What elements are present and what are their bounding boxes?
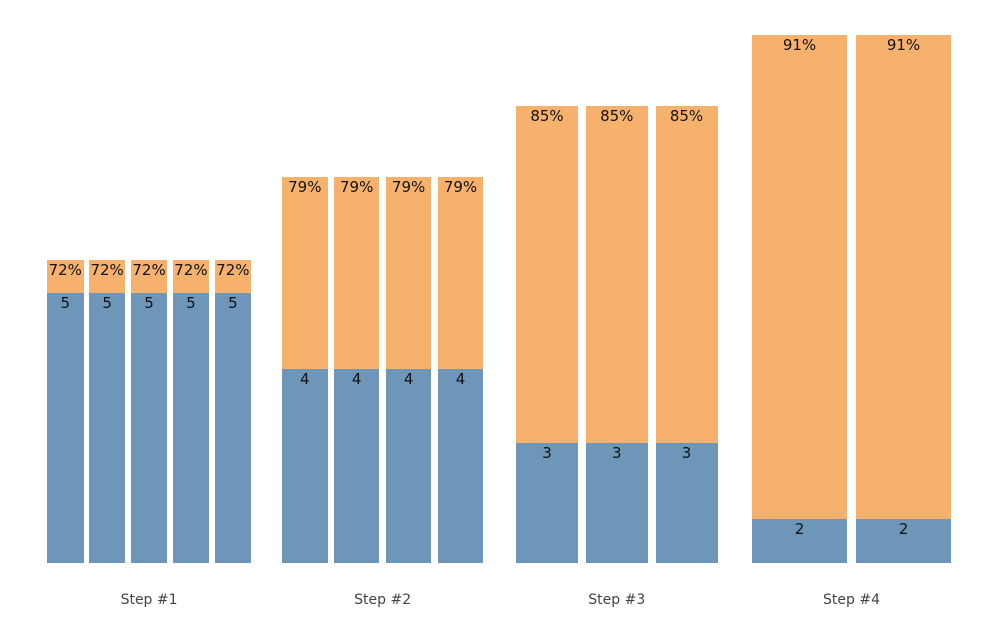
category-label: Step #4 xyxy=(823,592,880,608)
bar-top-segment xyxy=(88,260,126,293)
bar-bottom-segment xyxy=(385,369,432,563)
bar-value-label: 4 xyxy=(351,370,362,388)
category-label: Step #3 xyxy=(588,592,646,608)
bar-bottom-segment xyxy=(88,293,126,563)
bar-top-segment xyxy=(130,260,168,293)
bar-value-label: 2 xyxy=(794,520,805,538)
bar-top-segment xyxy=(385,177,432,369)
bar-percent-label: 79% xyxy=(340,178,374,196)
category-label: Step #2 xyxy=(354,592,412,608)
bar-percent-label: 79% xyxy=(288,178,322,196)
bar-top-segment xyxy=(516,106,578,443)
bar-value-label: 3 xyxy=(681,444,692,462)
bar-value-label: 4 xyxy=(300,370,310,388)
bar-percent-label: 91% xyxy=(886,36,921,54)
bar-value-label: 5 xyxy=(144,294,154,312)
bar-bottom-segment xyxy=(856,519,951,563)
bar-percent-label: 72% xyxy=(48,261,82,279)
bar-percent-label: 85% xyxy=(600,107,634,125)
bar-value-label: 5 xyxy=(102,294,112,312)
bar-bottom-segment xyxy=(172,293,210,563)
bar-percent-label: 79% xyxy=(443,178,478,196)
bar-bottom-segment xyxy=(752,519,847,563)
bar-bottom-segment xyxy=(282,369,328,563)
bar-top-segment xyxy=(282,177,328,369)
bar-top-segment xyxy=(47,260,84,293)
bar-percent-label: 72% xyxy=(132,261,166,279)
bar-percent-label: 91% xyxy=(782,36,817,54)
category-label: Step #1 xyxy=(120,592,178,608)
bar-value-label: 5 xyxy=(186,294,196,312)
bar-value-label: 4 xyxy=(403,370,414,388)
bar-top-segment xyxy=(585,106,648,443)
bar-bottom-segment xyxy=(214,293,252,563)
bar-bottom-segment xyxy=(47,293,84,563)
bar-top-segment xyxy=(437,177,484,369)
bar-top-segment xyxy=(172,260,210,293)
bar-percent-label: 72% xyxy=(90,261,124,279)
bar-percent-label: 72% xyxy=(174,261,208,279)
bar-percent-label: 72% xyxy=(216,261,250,279)
bar-bottom-segment xyxy=(333,369,380,563)
bar-value-label: 5 xyxy=(228,294,238,312)
bar-percent-label: 85% xyxy=(530,107,564,125)
bar-top-segment xyxy=(752,35,847,519)
bar-bottom-segment xyxy=(585,443,648,563)
bar-value-label: 4 xyxy=(455,370,466,388)
bar-value-label: 2 xyxy=(898,520,909,538)
bar-bottom-segment xyxy=(655,443,718,563)
bar-value-label: 5 xyxy=(60,294,71,312)
bar-percent-label: 85% xyxy=(669,107,704,125)
bar-top-segment xyxy=(856,35,951,519)
bar-bottom-segment xyxy=(437,369,484,563)
bar-value-label: 3 xyxy=(611,444,622,462)
bar-top-segment xyxy=(655,106,718,443)
bar-percent-label: 79% xyxy=(391,178,426,196)
bar-value-label: 3 xyxy=(542,444,552,462)
bar-bottom-segment xyxy=(516,443,578,563)
bar-top-segment xyxy=(214,260,252,293)
bar-bottom-segment xyxy=(130,293,168,563)
bar-top-segment xyxy=(333,177,380,369)
